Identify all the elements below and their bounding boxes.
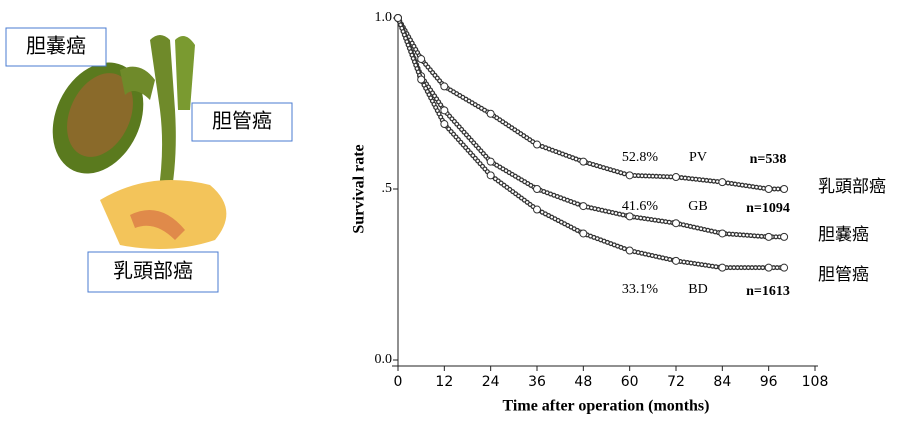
series-name: BD: [688, 282, 707, 297]
chart: Survival rate Time after operation (mont…: [351, 14, 818, 415]
figure-label: 乳頭部癌: [113, 259, 193, 283]
point: [764, 232, 773, 241]
point: [672, 256, 680, 265]
point: [533, 140, 541, 149]
point: [486, 171, 495, 180]
x-tick-label: 0: [394, 374, 403, 390]
cancer-label: 乳頭部癌: [818, 177, 886, 197]
series-name: PV: [689, 150, 707, 165]
y-tick-label: 1.0: [375, 10, 393, 25]
cancer-label: 胆管癌: [818, 265, 869, 285]
x-tick-label: 108: [802, 374, 829, 390]
point: [625, 246, 634, 255]
figure-label: 胆嚢癌: [26, 34, 86, 58]
point: [417, 75, 426, 84]
point: [718, 263, 727, 272]
point: [672, 173, 680, 182]
point: [718, 178, 727, 187]
point: [672, 219, 680, 228]
n-label: n=1613: [746, 284, 790, 299]
x-tick-label: 24: [482, 374, 500, 390]
rate-label: 52.8%: [622, 150, 659, 165]
cancer-label: 胆嚢癌: [818, 225, 869, 245]
point: [780, 263, 789, 272]
point: [486, 109, 495, 118]
point: [440, 120, 449, 129]
point: [533, 205, 541, 214]
point: [440, 82, 449, 91]
x-tick-label: 72: [667, 374, 685, 390]
x-tick-label: 48: [574, 374, 592, 390]
survival-line-inner: [396, 16, 786, 269]
point: [579, 229, 588, 238]
rate-label: 41.6%: [622, 199, 659, 214]
point: [718, 229, 727, 238]
y-tick-label: 0.0: [375, 352, 393, 367]
point: [394, 14, 402, 22]
survival-line-inner: [396, 16, 786, 239]
point: [440, 106, 449, 115]
y-tick-label: .5: [382, 181, 393, 196]
n-label: n=538: [750, 152, 787, 167]
survival-line: [395, 15, 787, 192]
series-name: GB: [688, 199, 707, 214]
point: [533, 185, 541, 193]
x-tick-label: 96: [760, 374, 778, 390]
illustration: 胆嚢癌 胆管癌 乳頭部癌: [5, 27, 293, 293]
x-tick-label: 36: [528, 374, 546, 390]
point: [764, 263, 773, 272]
point: [417, 55, 426, 64]
rate-label: 33.1%: [622, 282, 659, 297]
x-tick-label: 60: [621, 374, 639, 390]
point: [625, 171, 634, 180]
point: [579, 202, 588, 211]
point: [625, 212, 634, 221]
point: [780, 232, 789, 241]
point: [579, 157, 588, 166]
survival-line: [395, 15, 787, 271]
y-axis-label: Survival rate: [351, 144, 368, 233]
n-label: n=1094: [746, 201, 790, 216]
x-tick-label: 12: [435, 374, 453, 390]
x-axis-label: Time after operation (months): [503, 398, 710, 415]
survival-line: [395, 15, 787, 240]
point: [780, 185, 789, 193]
figure-label: 胆管癌: [212, 109, 272, 133]
x-tick-label: 84: [713, 374, 731, 390]
point: [764, 185, 773, 193]
point: [486, 157, 495, 166]
